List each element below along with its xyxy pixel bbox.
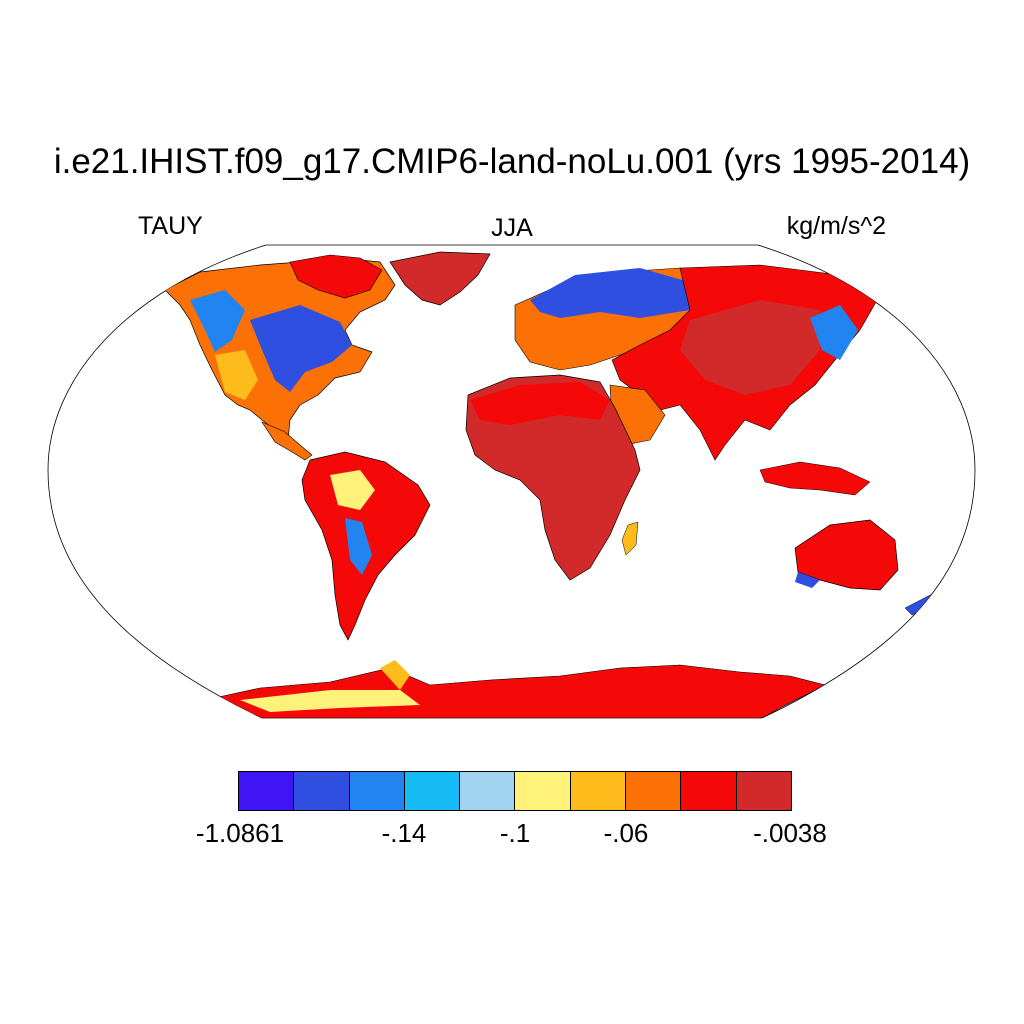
colorbar-box-5: [460, 772, 516, 810]
south-america-yellow: [330, 470, 375, 510]
colorbar-box-8: [626, 772, 682, 810]
central-america: [261, 421, 313, 461]
colorbar: [238, 771, 792, 811]
madagascar: [621, 521, 639, 556]
canadian-arctic: [289, 254, 383, 299]
colorbar-box-4: [404, 772, 461, 810]
scandinavia-blue: [530, 268, 700, 318]
australia-blue-rim: [795, 572, 820, 588]
north-america-blue-west: [190, 290, 245, 352]
colorbar-label: -.0038: [753, 818, 827, 848]
colorbar-label: -1.0861: [195, 818, 285, 848]
south-america-blue: [345, 518, 372, 575]
antarctica-peninsula-yellow: [380, 660, 410, 690]
colorbar-box-6: [515, 772, 571, 810]
map-title: i.e21.IHIST.f09_g17.CMIP6-land-noLu.001 …: [53, 142, 971, 181]
north-america-yellow: [215, 350, 258, 400]
antarctica-yellow-band: [240, 690, 420, 712]
variable-label: TAUY: [138, 212, 203, 240]
colorbar-box-2: [294, 772, 350, 810]
units-label: kg/m/s^2: [786, 212, 886, 240]
africa-north-red: [470, 382, 610, 425]
east-asia-blue: [810, 305, 858, 360]
colorbar-box-9: [681, 772, 737, 810]
season-label: JJA: [491, 214, 533, 242]
asia-core-dark: [680, 300, 820, 395]
colorbar-box-1: [239, 772, 295, 810]
colorbar-label: -.06: [603, 818, 649, 848]
colorbar-label: -.1: [499, 818, 531, 848]
greenland: [389, 251, 491, 306]
indonesia: [759, 461, 871, 496]
colorbar-box-10: [736, 772, 791, 810]
africa: [465, 374, 641, 581]
colorbar-box-7: [570, 772, 627, 810]
north-america-blue-east: [250, 305, 352, 392]
colorbar-label: -.14: [381, 818, 427, 848]
colorbar-box-3: [349, 772, 405, 810]
